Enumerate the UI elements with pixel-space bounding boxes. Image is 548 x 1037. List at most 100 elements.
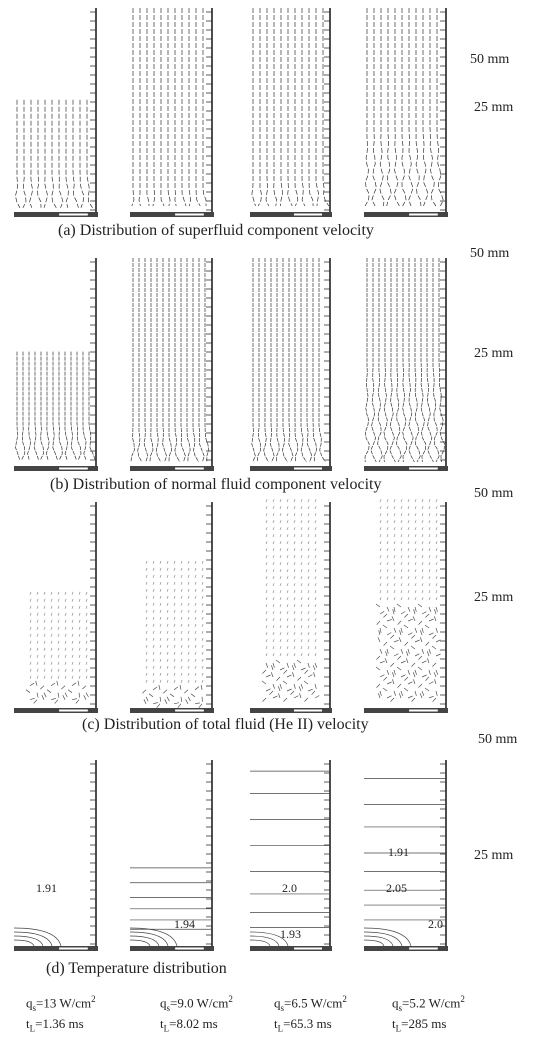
velocity-vector [272, 541, 275, 545]
velocity-vector [78, 626, 81, 630]
velocity-vector [314, 618, 317, 622]
velocity-vector [272, 576, 275, 580]
streamline [364, 8, 370, 207]
isotherm-arc [249, 939, 271, 947]
velocity-vector [201, 658, 204, 662]
velocity-vector [314, 590, 317, 594]
velocity-vector [272, 695, 278, 699]
velocity-vector [420, 630, 423, 636]
velocity-vector [300, 632, 303, 636]
velocity-vector [67, 689, 73, 693]
streamline [58, 99, 64, 208]
velocity-vector [293, 576, 296, 580]
velocity-vector [414, 669, 417, 675]
velocity-vector [152, 609, 155, 613]
isotherm-arc [129, 935, 160, 947]
velocity-vector [159, 651, 162, 655]
velocity-vector [393, 562, 396, 566]
velocity-vector [78, 612, 81, 616]
velocity-vector [85, 654, 88, 658]
velocity-vector [393, 639, 399, 643]
velocity-vector [265, 555, 268, 559]
streamline [152, 8, 155, 207]
velocity-vector [386, 695, 392, 699]
streamline [155, 258, 162, 463]
panel-c-total-fluid-velocity [14, 499, 448, 713]
velocity-vector [194, 637, 197, 641]
velocity-vector [435, 527, 438, 531]
velocity-vector [180, 696, 183, 702]
streamline [401, 8, 407, 207]
velocity-vector [378, 630, 381, 636]
velocity-vector [201, 560, 204, 564]
velocity-vector [393, 534, 396, 538]
velocity-vector [272, 499, 275, 503]
velocity-vector [166, 560, 169, 564]
velocity-vector [50, 633, 53, 637]
velocity-vector [272, 555, 275, 559]
velocity-vector [393, 506, 396, 510]
velocity-vector [173, 588, 176, 592]
velocity-field-1 [131, 8, 207, 207]
velocity-vector [29, 640, 32, 644]
heater-bar-3 [364, 708, 448, 713]
velocity-vector [180, 560, 183, 564]
velocity-vector [187, 588, 190, 592]
velocity-vector [428, 590, 431, 594]
velocity-vector [278, 693, 281, 699]
velocity-vector [279, 646, 282, 650]
velocity-vector [272, 583, 275, 587]
velocity-vector [194, 574, 197, 578]
velocity-vector [293, 683, 296, 689]
velocity-vector [379, 555, 382, 559]
velocity-vector [166, 696, 170, 702]
velocity-vector [64, 591, 67, 595]
streamline [377, 258, 383, 463]
velocity-vector [180, 609, 183, 613]
streamline [257, 8, 262, 207]
streamline [251, 258, 256, 463]
velocity-vector [283, 669, 288, 674]
velocity-field-2 [251, 258, 326, 463]
velocity-vector [270, 672, 274, 678]
velocity-vector [421, 576, 424, 580]
velocity-vector [64, 633, 67, 637]
velocity-vector [391, 679, 395, 685]
velocity-vector [75, 699, 80, 704]
streamline [58, 351, 63, 460]
velocity-vector [187, 672, 190, 676]
velocity-vector [314, 576, 317, 580]
streamline [386, 8, 392, 207]
streamline [29, 99, 33, 208]
velocity-vector [71, 626, 74, 630]
streamline [438, 258, 445, 463]
streamline [21, 351, 26, 460]
velocity-vector [265, 604, 268, 608]
velocity-vector [382, 624, 388, 629]
velocity-vector [378, 693, 381, 699]
velocity-vector [187, 595, 190, 599]
velocity-vector [198, 703, 203, 708]
velocity-vector [300, 569, 303, 573]
heater-gap [294, 947, 322, 950]
velocity-vector [407, 569, 410, 573]
velocity-vector [410, 645, 416, 650]
velocity-vector [307, 534, 310, 538]
heater-bar-1 [130, 708, 214, 713]
velocity-vector [293, 618, 296, 622]
velocity-vector [293, 662, 296, 668]
velocity-vector [383, 676, 388, 681]
velocity-vector [398, 693, 402, 699]
velocity-vector [417, 603, 423, 608]
caption-panel-c: (c) Distribution of total fluid (He II) … [82, 716, 369, 733]
velocity-vector [279, 555, 282, 559]
velocity-vector [201, 672, 204, 676]
velocity-vector [304, 697, 309, 702]
heater-bar-1 [130, 946, 214, 951]
velocity-vector [384, 658, 388, 664]
velocity-vector [407, 548, 410, 552]
velocity-vector [386, 555, 389, 559]
velocity-vector [421, 590, 424, 594]
velocity-vector [187, 560, 190, 564]
velocity-vector [201, 630, 204, 634]
